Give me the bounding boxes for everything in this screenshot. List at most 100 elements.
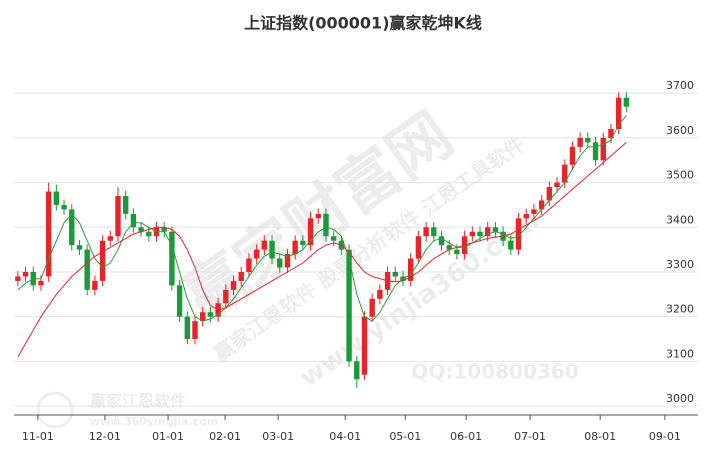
candle-body — [546, 187, 553, 201]
candle-body — [431, 227, 437, 237]
candle-body — [407, 258, 414, 281]
candle-body — [122, 196, 129, 214]
candle-body — [415, 236, 422, 259]
y-tick-label: 3500 — [666, 169, 694, 182]
candle-body — [69, 209, 75, 246]
candle-body — [161, 227, 167, 232]
y-tick-label: 3100 — [666, 347, 694, 360]
candle-body — [615, 97, 622, 129]
candle-body — [192, 321, 198, 340]
candle-body — [277, 258, 283, 268]
candle-body — [369, 298, 375, 317]
watermark: QQ:100800360 — [411, 360, 578, 384]
candle-body — [176, 285, 183, 317]
logo-icon — [36, 391, 74, 429]
candle-body — [246, 258, 252, 272]
candle-body — [200, 312, 206, 322]
candle-body — [253, 249, 260, 259]
candle-body — [99, 240, 106, 281]
candle-body — [146, 231, 152, 237]
moving-average — [17, 142, 627, 358]
logo-name: 赢家江恩软件 — [90, 392, 186, 411]
y-tick-label: 3300 — [666, 258, 694, 271]
candle-body — [323, 213, 329, 237]
candle-body — [585, 137, 591, 143]
candle-body — [230, 280, 237, 290]
x-tick-label: 02-01 — [209, 430, 241, 443]
x-tick-label: 08-01 — [584, 430, 616, 443]
candle-body — [515, 218, 522, 250]
candle-body — [361, 316, 368, 375]
candle-body — [315, 213, 321, 219]
candle-body — [600, 137, 606, 161]
x-tick-label: 04-01 — [329, 430, 361, 443]
candle-body — [130, 213, 137, 228]
y-tick-label: 3400 — [666, 213, 694, 226]
candle-body — [184, 316, 191, 340]
candle-body — [608, 128, 614, 138]
x-tick-label: 11-01 — [22, 430, 54, 443]
candle-body — [169, 231, 175, 286]
x-tick-label: 09-01 — [649, 430, 681, 443]
candle-body — [284, 254, 291, 268]
candle-body — [107, 236, 113, 241]
moving-average — [17, 115, 627, 322]
candle-body — [492, 227, 499, 232]
candle-body — [238, 271, 244, 281]
x-tick-label: 03-01 — [262, 430, 294, 443]
candle-body — [223, 289, 229, 304]
candle-body — [61, 204, 67, 210]
candle-body — [207, 312, 214, 317]
candle-body — [38, 280, 44, 286]
candle-body — [354, 361, 360, 380]
candle-body — [446, 245, 452, 250]
logo-url: www.360yingjia.com — [90, 415, 218, 428]
candle-body — [15, 276, 21, 281]
candle-body — [84, 249, 90, 290]
x-tick-label: 06-01 — [450, 430, 482, 443]
candle-body — [554, 182, 560, 188]
candle-body — [454, 249, 460, 255]
candle-body — [477, 231, 483, 237]
candle-body — [438, 236, 445, 246]
y-tick-label: 3600 — [666, 124, 694, 137]
x-tick-label: 07-01 — [514, 430, 546, 443]
candle-body — [22, 271, 29, 277]
candle-body — [377, 289, 383, 299]
watermarks: 赢家财富网 赢家江恩软件 股票分析软件 江恩工具软件 www.yinjia360… — [36, 98, 579, 429]
candle-body — [623, 97, 630, 107]
candle-body — [115, 196, 121, 237]
x-tick-label: 05-01 — [389, 430, 421, 443]
candle-body — [45, 191, 52, 277]
candle-body — [392, 271, 398, 277]
candle-body — [423, 227, 429, 237]
candle-body — [300, 240, 306, 246]
candle-body — [531, 209, 537, 214]
candle-body — [261, 240, 268, 250]
y-tick-label: 3000 — [666, 392, 694, 405]
candle-body — [485, 227, 491, 237]
candle-body — [330, 236, 337, 241]
candle-body — [508, 240, 514, 250]
candle-body — [269, 240, 275, 259]
candle-body — [76, 245, 83, 250]
candle-body — [592, 142, 599, 161]
y-tick-label: 3700 — [666, 79, 694, 92]
candle-body — [346, 249, 352, 362]
x-tick-label: 12-01 — [89, 430, 121, 443]
x-tick-label: 01-01 — [152, 430, 184, 443]
candle-body — [562, 164, 568, 183]
candle-body — [138, 227, 144, 232]
candle-body — [538, 200, 545, 210]
y-tick-label: 3200 — [666, 303, 694, 316]
candle-body — [53, 191, 60, 205]
candle-body — [292, 240, 298, 255]
candle-body — [523, 213, 529, 219]
candle-body — [307, 218, 314, 246]
chart-title: 上证指数(000001)赢家乾坤K线 — [244, 14, 482, 33]
candle-body — [469, 231, 476, 237]
candle-body — [577, 137, 583, 147]
candle-body — [569, 146, 576, 165]
candle-body — [92, 280, 98, 290]
